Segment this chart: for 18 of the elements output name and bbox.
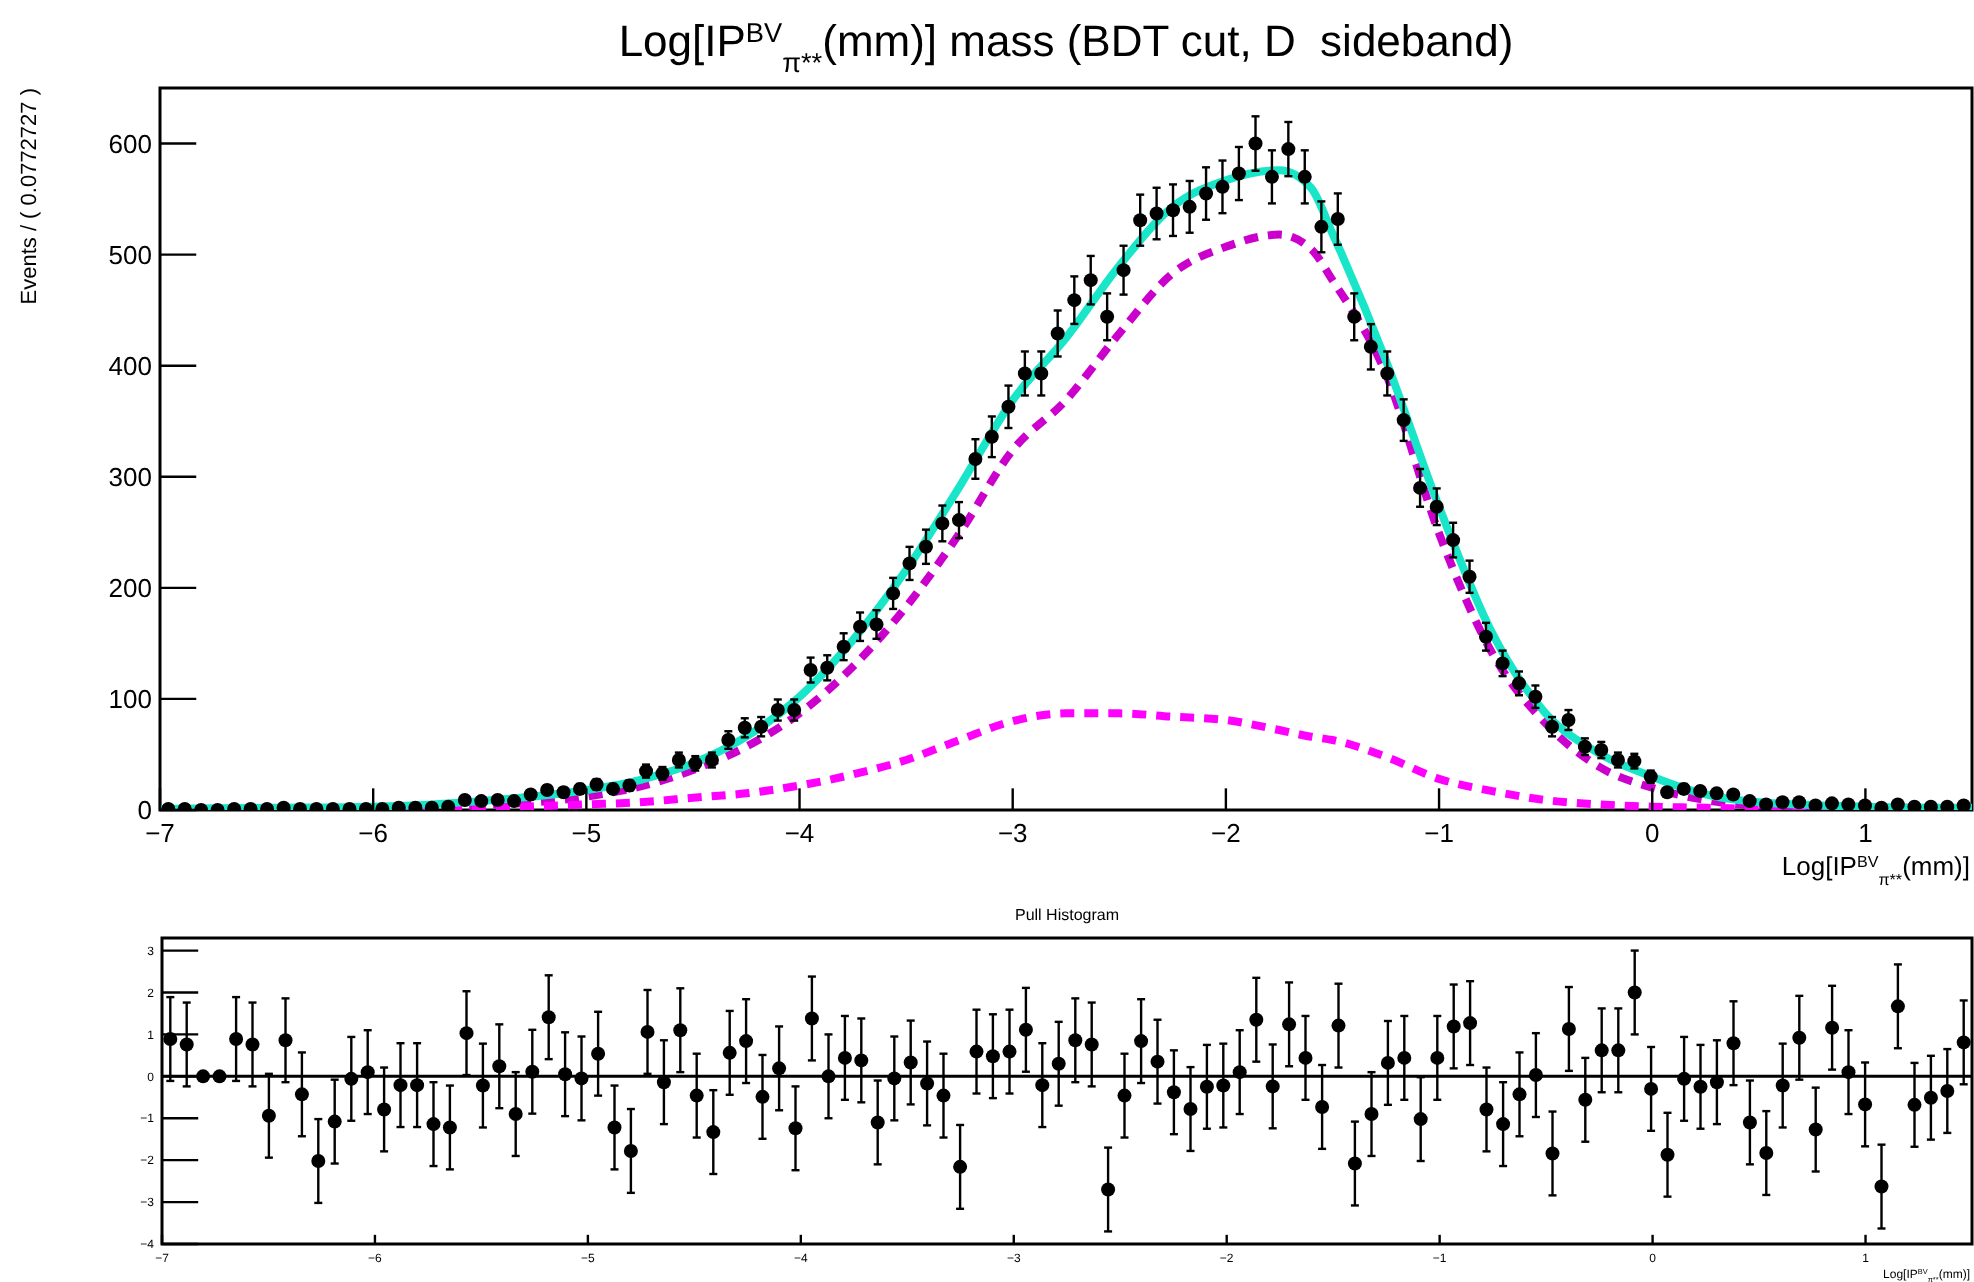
x-tick-label: −5 <box>571 818 602 848</box>
x-tick-label: −4 <box>784 818 815 848</box>
x-tick-label: −3 <box>997 818 1028 848</box>
x-tick-label: −1 <box>1424 818 1454 848</box>
x-tick-label: 1 <box>1858 818 1873 848</box>
chart-title: Log[IP$^{BV}$$_{π**}$(mm)] mass (BDT cut, D sideband) <box>618 16 1514 77</box>
y-tick-label: 200 <box>108 572 152 603</box>
x-tick-label: 0 <box>1645 818 1660 848</box>
chart-title: Pull Histogram <box>1014 906 1120 924</box>
x-tick-label: −6 <box>358 818 388 848</box>
x-axis-title: Log[IP$^{BV}$$_{π**}$(mm)] <box>1781 851 1970 889</box>
x-tick-label: −2 <box>1211 818 1241 848</box>
y-tick-label: 600 <box>108 128 152 159</box>
y-tick-label: 500 <box>108 239 152 270</box>
y-tick-label: 100 <box>108 684 152 715</box>
y-axis-title: Events / ( 0.0772727 ) <box>18 88 42 305</box>
y-tick-label: 400 <box>108 350 152 381</box>
y-tick-label: 300 <box>108 461 152 492</box>
